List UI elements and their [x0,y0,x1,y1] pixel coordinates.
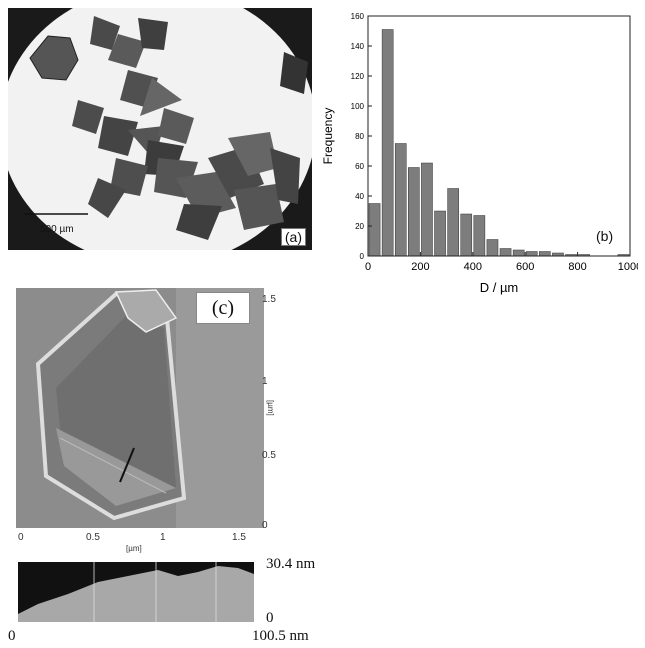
histogram-bar [421,162,433,257]
profile-xmin-label: 0 [8,628,16,644]
panel-label-a: (a) [280,228,306,246]
histogram-bar [512,249,525,257]
panel-label-c: (c) [196,292,250,324]
afm-panel-c: (c) [16,288,264,528]
micrograph-panel-a: 500 µm (a) [8,8,312,250]
y-tick-label: 60 [355,162,364,171]
afm-bottom-tick: 1 [160,532,166,543]
histogram-bar [447,188,459,257]
histogram-bar [434,210,446,257]
panel-label-b: (b) [594,228,616,244]
y-tick-label: 140 [351,42,365,51]
plot-frame [367,15,631,257]
y-axis-label: Frequency [321,108,335,165]
x-tick-label: 800 [568,261,586,273]
histogram-bar [381,29,394,257]
y-tick-label: 40 [355,192,364,201]
afm-right-tick: 0.5 [262,450,276,461]
y-tick-label: 160 [351,12,365,21]
afm-right-tick: 0 [262,520,268,531]
y-tick-label: 120 [351,72,365,81]
x-tick-label: 600 [516,261,534,273]
histogram-bar [408,167,420,257]
histogram-bar [525,251,538,257]
profile-plot [18,562,254,622]
afm-bottom-tick: 0 [18,532,24,543]
x-tick-label: 200 [411,261,429,273]
y-tick-label: 100 [351,102,365,111]
micrograph-image [8,8,312,250]
histogram-bar [499,248,512,257]
histogram-bar [460,213,473,257]
y-axis-ticks: 0 20 40 60 80 100 120 140 160 [351,12,372,261]
profile-ymax-label: 30.4 nm [266,556,316,572]
scale-bar-label: 500 µm [40,224,74,235]
histogram-bars [368,29,630,257]
profile-xmax-label: 100.5 nm [252,628,309,644]
afm-image [16,288,264,528]
profile-cut-line [119,447,135,483]
histogram-bar [394,143,407,257]
y-tick-label: 80 [355,132,364,141]
x-tick-label: 1000 [618,261,638,273]
afm-bottom-unit: [µm] [126,544,142,553]
profile-ymin-label: 0 [266,610,274,626]
afm-bottom-tick: 0.5 [86,532,100,543]
afm-right-unit: [µm] [266,400,275,416]
x-tick-label: 0 [365,261,371,273]
histogram-bar [539,251,551,257]
histogram-bar [368,203,381,257]
x-axis-ticks: 0 200 400 600 800 1000 [365,252,638,273]
y-tick-label: 20 [355,222,364,231]
afm-right-tick: 1.5 [262,294,276,305]
histogram-bar [486,239,499,257]
height-profile [18,562,254,622]
y-tick-label: 0 [360,252,365,261]
afm-right-tick: 1 [262,376,268,387]
x-axis-label: D / µm [480,280,519,295]
afm-bottom-tick: 1.5 [232,532,246,543]
x-tick-label: 400 [464,261,482,273]
histogram-bar [473,215,486,257]
